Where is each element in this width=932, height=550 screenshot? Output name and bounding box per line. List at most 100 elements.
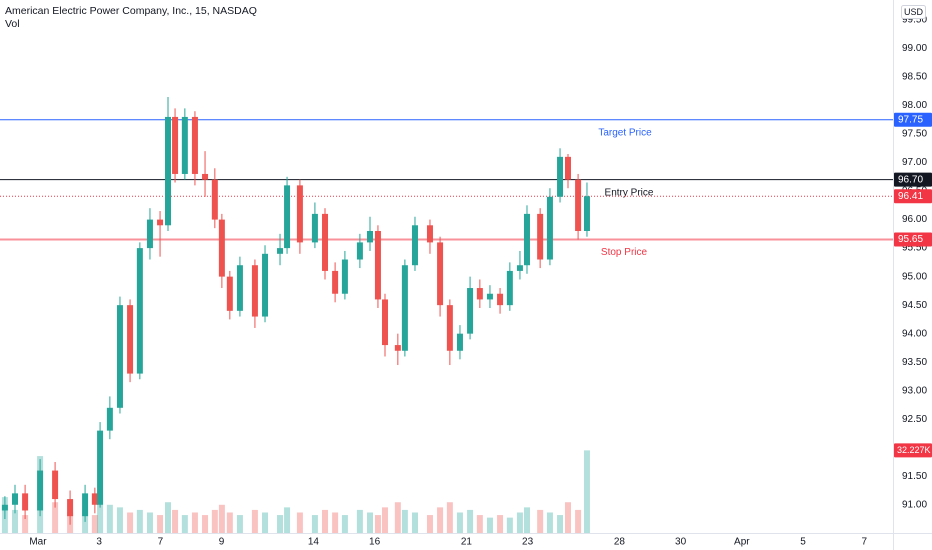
level-name: Stop Price (601, 247, 648, 258)
last-price-badge (894, 189, 932, 204)
y-tick-label: 91.50 (902, 471, 927, 482)
x-tick-label: 9 (219, 537, 225, 548)
candle-body (557, 156, 564, 197)
candle-body (467, 288, 474, 334)
volume-bar (165, 502, 172, 533)
x-tick-label: 16 (369, 537, 381, 548)
y-tick-label: 94.00 (902, 328, 927, 339)
volume-bar (191, 512, 198, 533)
y-tick-label: 94.50 (902, 300, 927, 311)
volume-bar (311, 515, 318, 533)
y-tick-label: 99.00 (902, 43, 927, 54)
candle-body (486, 293, 493, 300)
y-tick-label: 95.50 (902, 243, 927, 254)
candle-body (211, 179, 218, 220)
level-badge (894, 112, 932, 127)
level-badge-label: 97.75 (898, 114, 923, 125)
y-tick-label: 91.00 (902, 499, 927, 510)
currency-box[interactable] (901, 5, 926, 19)
candle-body (116, 305, 123, 408)
candle-body (546, 196, 553, 260)
candle-body (52, 470, 59, 500)
volume-bar (356, 509, 363, 533)
volume-bar (437, 507, 444, 533)
candle-body (277, 248, 284, 254)
candle-body (401, 265, 408, 351)
candle-body (82, 493, 89, 517)
candle-body (537, 213, 544, 260)
y-tick-label: 97.50 (902, 129, 927, 140)
y-tick-label: 93.00 (902, 385, 927, 396)
volume-bar (52, 502, 59, 533)
candle-body (202, 173, 209, 180)
candle-body (516, 265, 523, 271)
volume-bar (456, 512, 463, 533)
volume-bar (284, 507, 291, 533)
volume-bar (332, 512, 339, 533)
candle-body (411, 225, 418, 266)
volume-bar (583, 450, 590, 533)
badges: 97.75 96.70 95.65 96.41 32.227K (894, 112, 932, 458)
candle-body (296, 185, 303, 243)
x-tick-label: 7 (158, 537, 164, 548)
volume-bar (236, 515, 243, 533)
candle-body (437, 242, 444, 306)
candle-body (226, 276, 233, 311)
volume-bar (497, 515, 504, 533)
volume-bar (211, 509, 218, 533)
volume-bar (116, 507, 123, 533)
volume-bar (575, 509, 582, 533)
x-tick-label: 7 (861, 537, 867, 548)
volume-bar (181, 515, 188, 533)
candle-body (236, 265, 243, 311)
volume-bar (127, 512, 134, 533)
volume-bar (546, 512, 553, 533)
candle-body (523, 213, 530, 266)
candle-body (374, 230, 381, 300)
currency[interactable]: USD (904, 7, 924, 17)
y-tick-label: 98.50 (902, 72, 927, 83)
y-tick-label: 99.50 (902, 15, 927, 26)
y-tick-label: 98.00 (902, 100, 927, 111)
candle-body (157, 219, 164, 226)
x-tick-label: Apr (734, 537, 750, 548)
candle-body (476, 288, 483, 300)
x-tick-label: 3 (96, 537, 102, 548)
y-tick-label: 96.00 (902, 214, 927, 225)
volume-bar (157, 515, 164, 533)
candle-body (251, 265, 258, 317)
volume-bar (146, 512, 153, 533)
candle-body (497, 293, 504, 306)
candle-body (381, 299, 388, 346)
y-tick-label: 93.50 (902, 357, 927, 368)
volume-bar (366, 512, 373, 533)
level-badge-label: 96.70 (898, 174, 923, 185)
level-badge-label: 95.65 (898, 234, 923, 245)
volume-bar (381, 507, 388, 533)
candle-body (191, 116, 198, 174)
y-tick-label: 92.50 (902, 414, 927, 425)
volume-bar (251, 509, 258, 533)
candles (1, 96, 590, 525)
level-name: Target Price (598, 127, 652, 138)
candle-body (446, 305, 453, 351)
x-tick-label: 28 (614, 537, 626, 548)
candle-body (146, 219, 153, 249)
volume-title: Vol (5, 18, 20, 30)
volume-bar (506, 517, 513, 533)
last-price-label: 96.41 (898, 191, 923, 202)
candle-body (583, 196, 590, 231)
candle-body (11, 493, 18, 505)
volume-bar (277, 515, 284, 533)
volume-bar (341, 515, 348, 533)
volume-bar (467, 509, 474, 533)
volume-bar (262, 512, 269, 533)
x-tick-label: Mar (29, 537, 47, 548)
candle-body (97, 430, 104, 505)
candle-body (284, 185, 291, 249)
last-volume-label: 32.227K (897, 445, 931, 455)
y-tick-label: 95.00 (902, 271, 927, 282)
candle-body (332, 270, 339, 294)
